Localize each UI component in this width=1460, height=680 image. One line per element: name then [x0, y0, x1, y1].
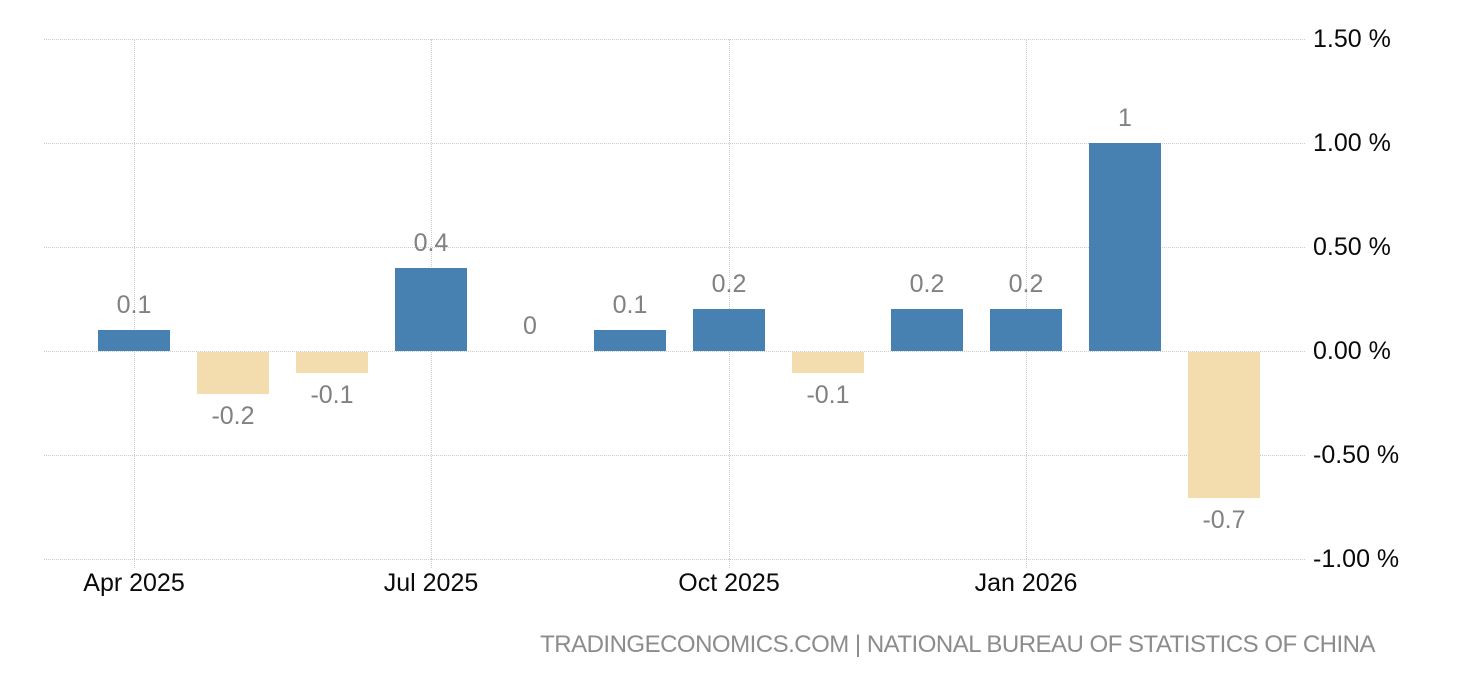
bar-value-label: -0.2	[211, 402, 255, 430]
y-axis-tick-label: -1.00 %	[1313, 545, 1400, 573]
x-axis-tick-mark	[729, 559, 730, 568]
bar[interactable]	[594, 330, 666, 351]
x-axis-tick-label: Jul 2025	[383, 569, 479, 597]
bar-value-label: 0.2	[711, 270, 747, 298]
horizontal-gridline	[44, 351, 1305, 352]
x-axis-tick-mark	[134, 559, 135, 568]
vertical-gridline	[134, 39, 135, 559]
bar-value-label: -0.7	[1202, 506, 1246, 534]
bar[interactable]	[792, 352, 864, 373]
bar[interactable]	[395, 268, 467, 351]
bar[interactable]	[197, 352, 269, 394]
horizontal-gridline	[44, 143, 1305, 144]
bar[interactable]	[891, 309, 963, 351]
bar[interactable]	[296, 352, 368, 373]
bar-value-label: 0.2	[909, 270, 945, 298]
bar-value-label: 1	[1118, 104, 1132, 132]
y-axis-tick-label: 1.50 %	[1313, 25, 1391, 53]
bar-value-label: 0.4	[413, 229, 449, 257]
bar-value-label: 0.1	[116, 291, 152, 319]
bar-value-label: -0.1	[806, 381, 850, 409]
bar[interactable]	[693, 309, 765, 351]
bar[interactable]	[98, 330, 170, 351]
horizontal-gridline	[44, 559, 1305, 560]
horizontal-gridline	[44, 39, 1305, 40]
y-axis-tick-label: 1.00 %	[1313, 129, 1391, 157]
vertical-gridline	[729, 39, 730, 559]
x-axis-tick-mark	[1026, 559, 1027, 568]
bar-value-label: 0.2	[1008, 270, 1044, 298]
bar-value-label: 0	[523, 312, 537, 340]
y-axis-tick-label: -0.50 %	[1313, 441, 1400, 469]
bar[interactable]	[1188, 352, 1260, 498]
x-axis-tick-mark	[431, 559, 432, 568]
bar[interactable]	[1089, 143, 1161, 351]
x-axis-tick-label: Oct 2025	[678, 569, 780, 597]
footer-credit: TRADINGECONOMICS.COM | NATIONAL BUREAU O…	[540, 631, 1375, 658]
bar[interactable]	[990, 309, 1062, 351]
y-axis-tick-label: 0.00 %	[1313, 337, 1391, 365]
x-axis-tick-label: Jan 2026	[974, 569, 1078, 597]
y-axis-tick-label: 0.50 %	[1313, 233, 1391, 261]
bar-value-label: -0.1	[310, 381, 354, 409]
horizontal-gridline	[44, 247, 1305, 248]
bar-value-label: 0.1	[612, 291, 648, 319]
vertical-gridline	[1026, 39, 1027, 559]
horizontal-gridline	[44, 455, 1305, 456]
x-axis-tick-label: Apr 2025	[83, 569, 185, 597]
